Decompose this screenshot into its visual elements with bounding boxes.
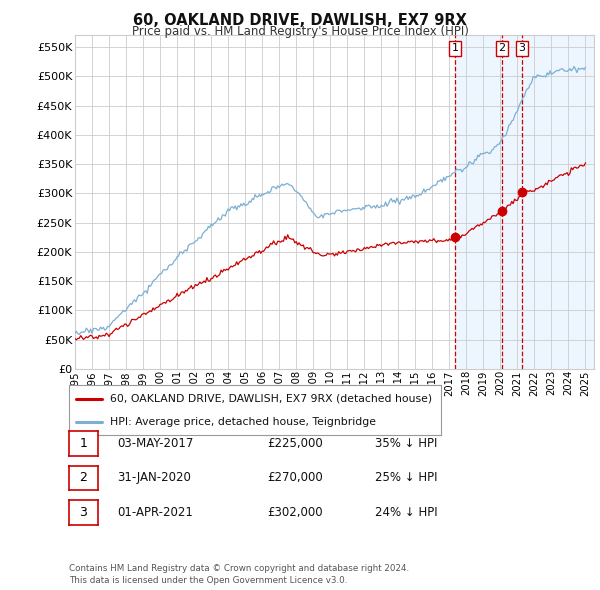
- Bar: [455, 35, 594, 369]
- Text: Price paid vs. HM Land Registry's House Price Index (HPI): Price paid vs. HM Land Registry's House …: [131, 25, 469, 38]
- Text: 01-APR-2021: 01-APR-2021: [117, 506, 193, 519]
- Text: £302,000: £302,000: [267, 506, 323, 519]
- Text: 60, OAKLAND DRIVE, DAWLISH, EX7 9RX: 60, OAKLAND DRIVE, DAWLISH, EX7 9RX: [133, 13, 467, 28]
- Text: 1: 1: [79, 437, 88, 450]
- Text: HPI: Average price, detached house, Teignbridge: HPI: Average price, detached house, Teig…: [110, 417, 376, 427]
- Text: 2: 2: [498, 43, 505, 53]
- Text: 3: 3: [79, 506, 88, 519]
- Text: 31-JAN-2020: 31-JAN-2020: [117, 471, 191, 484]
- Text: 03-MAY-2017: 03-MAY-2017: [117, 437, 193, 450]
- Text: 3: 3: [518, 43, 525, 53]
- Text: 2: 2: [79, 471, 88, 484]
- Text: £225,000: £225,000: [267, 437, 323, 450]
- Text: 60, OAKLAND DRIVE, DAWLISH, EX7 9RX (detached house): 60, OAKLAND DRIVE, DAWLISH, EX7 9RX (det…: [110, 394, 432, 404]
- Text: 1: 1: [452, 43, 458, 53]
- Text: Contains HM Land Registry data © Crown copyright and database right 2024.
This d: Contains HM Land Registry data © Crown c…: [69, 565, 409, 585]
- Text: 25% ↓ HPI: 25% ↓ HPI: [375, 471, 437, 484]
- Text: 35% ↓ HPI: 35% ↓ HPI: [375, 437, 437, 450]
- Text: 24% ↓ HPI: 24% ↓ HPI: [375, 506, 437, 519]
- Text: £270,000: £270,000: [267, 471, 323, 484]
